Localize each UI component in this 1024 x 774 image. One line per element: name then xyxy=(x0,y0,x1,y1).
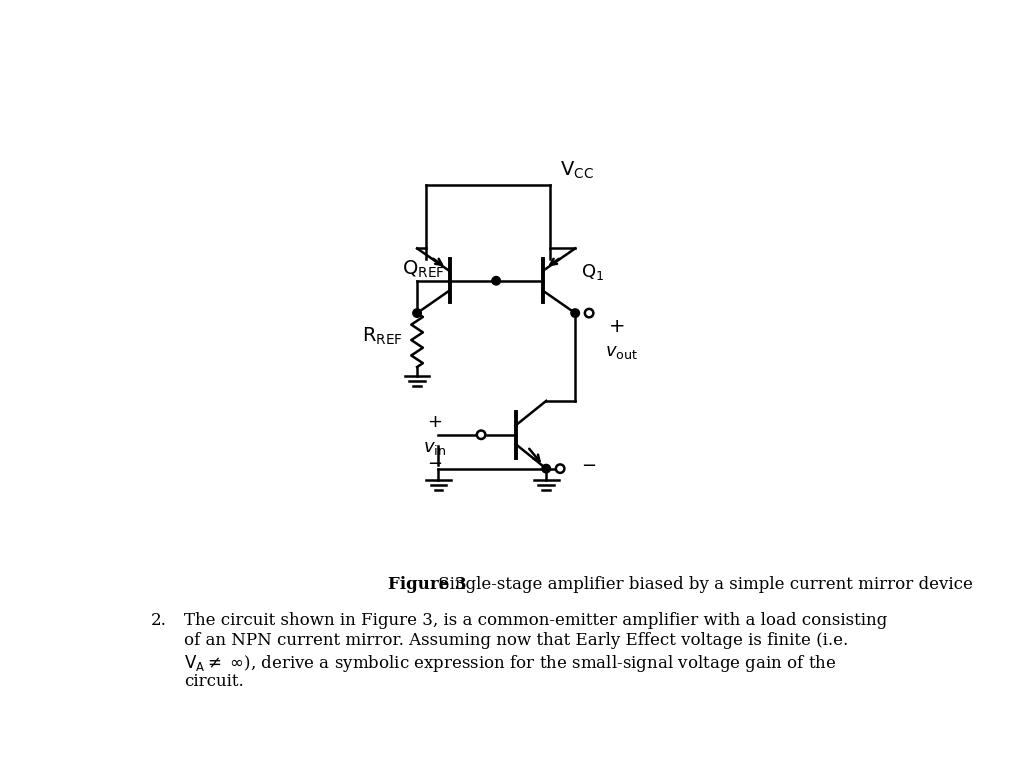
FancyArrowPatch shape xyxy=(550,259,559,265)
Text: $\mathrm{R_{REF}}$: $\mathrm{R_{REF}}$ xyxy=(362,326,403,347)
Text: The circuit shown in Figure 3, is a common-emitter amplifier with a load consist: The circuit shown in Figure 3, is a comm… xyxy=(183,612,887,628)
Text: $-$: $-$ xyxy=(581,455,596,473)
Text: Figure 3: Figure 3 xyxy=(388,577,466,594)
Text: of an NPN current mirror. Assuming now that Early Effect voltage is finite (i.e.: of an NPN current mirror. Assuming now t… xyxy=(183,632,848,649)
Text: $+$: $+$ xyxy=(607,317,624,337)
FancyArrowPatch shape xyxy=(433,259,442,265)
Circle shape xyxy=(492,276,501,285)
Circle shape xyxy=(571,309,580,317)
Circle shape xyxy=(542,464,551,473)
Text: $\mathit{v}_{\mathrm{in}}$: $\mathit{v}_{\mathrm{in}}$ xyxy=(423,439,446,457)
Text: $\mathrm{Q_1}$: $\mathrm{Q_1}$ xyxy=(582,262,604,282)
Text: $\mathrm{V_{A}{\neq}\ \infty}$), derive a symbolic expression for the small-sign: $\mathrm{V_{A}{\neq}\ \infty}$), derive … xyxy=(183,652,837,673)
Circle shape xyxy=(413,309,421,317)
Circle shape xyxy=(556,464,564,473)
Circle shape xyxy=(477,430,485,439)
Text: $\mathrm{V_{CC}}$: $\mathrm{V_{CC}}$ xyxy=(560,160,594,181)
Text: Single-stage amplifier biased by a simple current mirror device: Single-stage amplifier biased by a simpl… xyxy=(432,577,973,594)
Text: $-$: $-$ xyxy=(427,454,442,471)
Text: 2.: 2. xyxy=(152,612,167,628)
Text: $+$: $+$ xyxy=(427,413,442,431)
Circle shape xyxy=(585,309,593,317)
Text: $\mathit{v}_{\mathrm{out}}$: $\mathit{v}_{\mathrm{out}}$ xyxy=(604,343,638,361)
FancyArrowPatch shape xyxy=(529,449,540,461)
Text: circuit.: circuit. xyxy=(183,673,244,690)
Text: $\mathrm{Q_{REF}}$: $\mathrm{Q_{REF}}$ xyxy=(401,259,444,280)
